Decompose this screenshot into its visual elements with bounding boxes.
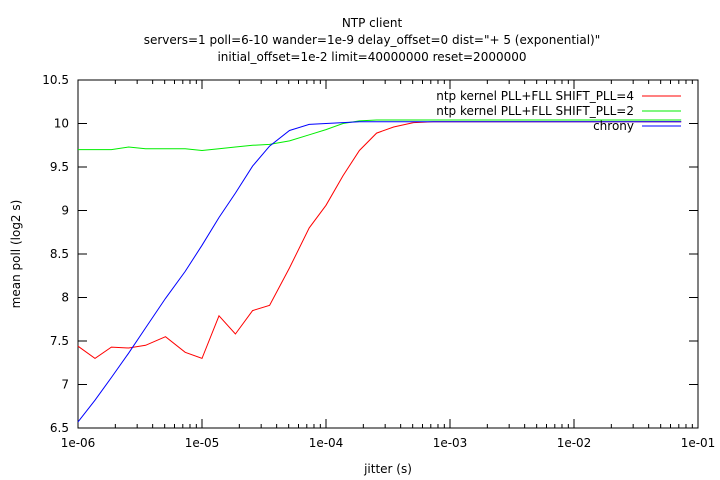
chart-title: NTP client (342, 16, 403, 30)
y-tick-label: 9 (61, 204, 69, 218)
chart-subtitle-line-1: servers=1 poll=6-10 wander=1e-9 delay_of… (144, 33, 601, 47)
y-tick-label: 9.5 (50, 160, 69, 174)
axis-ticks: 1e-06 1e-05 1e-04 1e-03 1e-02 1e-01 6.5 7 7.5 8 8.… (42, 73, 715, 450)
chart-subtitle-line-2: initial_offset=1e-2 limit=40000000 reset… (217, 50, 526, 64)
y-tick-label: 7 (61, 378, 69, 392)
x-axis-label: jitter (s) (363, 462, 412, 476)
series-line-2 (77, 121, 682, 423)
y-tick-label: 10.5 (42, 73, 69, 87)
legend-label-2: chrony (593, 119, 634, 133)
y-axis-label: mean poll (log2 s) (9, 200, 23, 309)
y-tick-label: 8.5 (50, 247, 69, 261)
x-tick-label: 1e-06 (61, 436, 96, 450)
x-tick-label: 1e-03 (433, 436, 468, 450)
y-tick-label: 8 (61, 291, 69, 305)
x-tick-label: 1e-04 (309, 436, 344, 450)
y-tick-label: 6.5 (50, 421, 69, 435)
y-tick-label: 10 (54, 117, 69, 131)
x-tick-label: 1e-01 (681, 436, 716, 450)
y-tick-label: 7.5 (50, 334, 69, 348)
legend-label-0: ntp kernel PLL+FLL SHIFT_PLL=4 (436, 89, 634, 103)
series-line-0 (77, 121, 682, 360)
series-lines (77, 119, 682, 423)
x-tick-label: 1e-02 (557, 436, 592, 450)
series-line-1 (78, 119, 682, 152)
x-tick-label: 1e-05 (185, 436, 220, 450)
legend-label-1: ntp kernel PLL+FLL SHIFT_PLL=2 (436, 104, 634, 118)
